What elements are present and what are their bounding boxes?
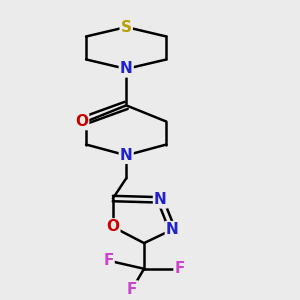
Text: O: O [75, 114, 88, 129]
Text: N: N [154, 192, 167, 207]
Text: S: S [121, 20, 132, 34]
Text: F: F [103, 253, 114, 268]
Text: O: O [106, 219, 119, 234]
Text: N: N [120, 61, 133, 76]
Text: N: N [166, 222, 179, 237]
Text: N: N [120, 148, 133, 163]
Text: F: F [127, 281, 137, 296]
Text: F: F [175, 261, 185, 276]
